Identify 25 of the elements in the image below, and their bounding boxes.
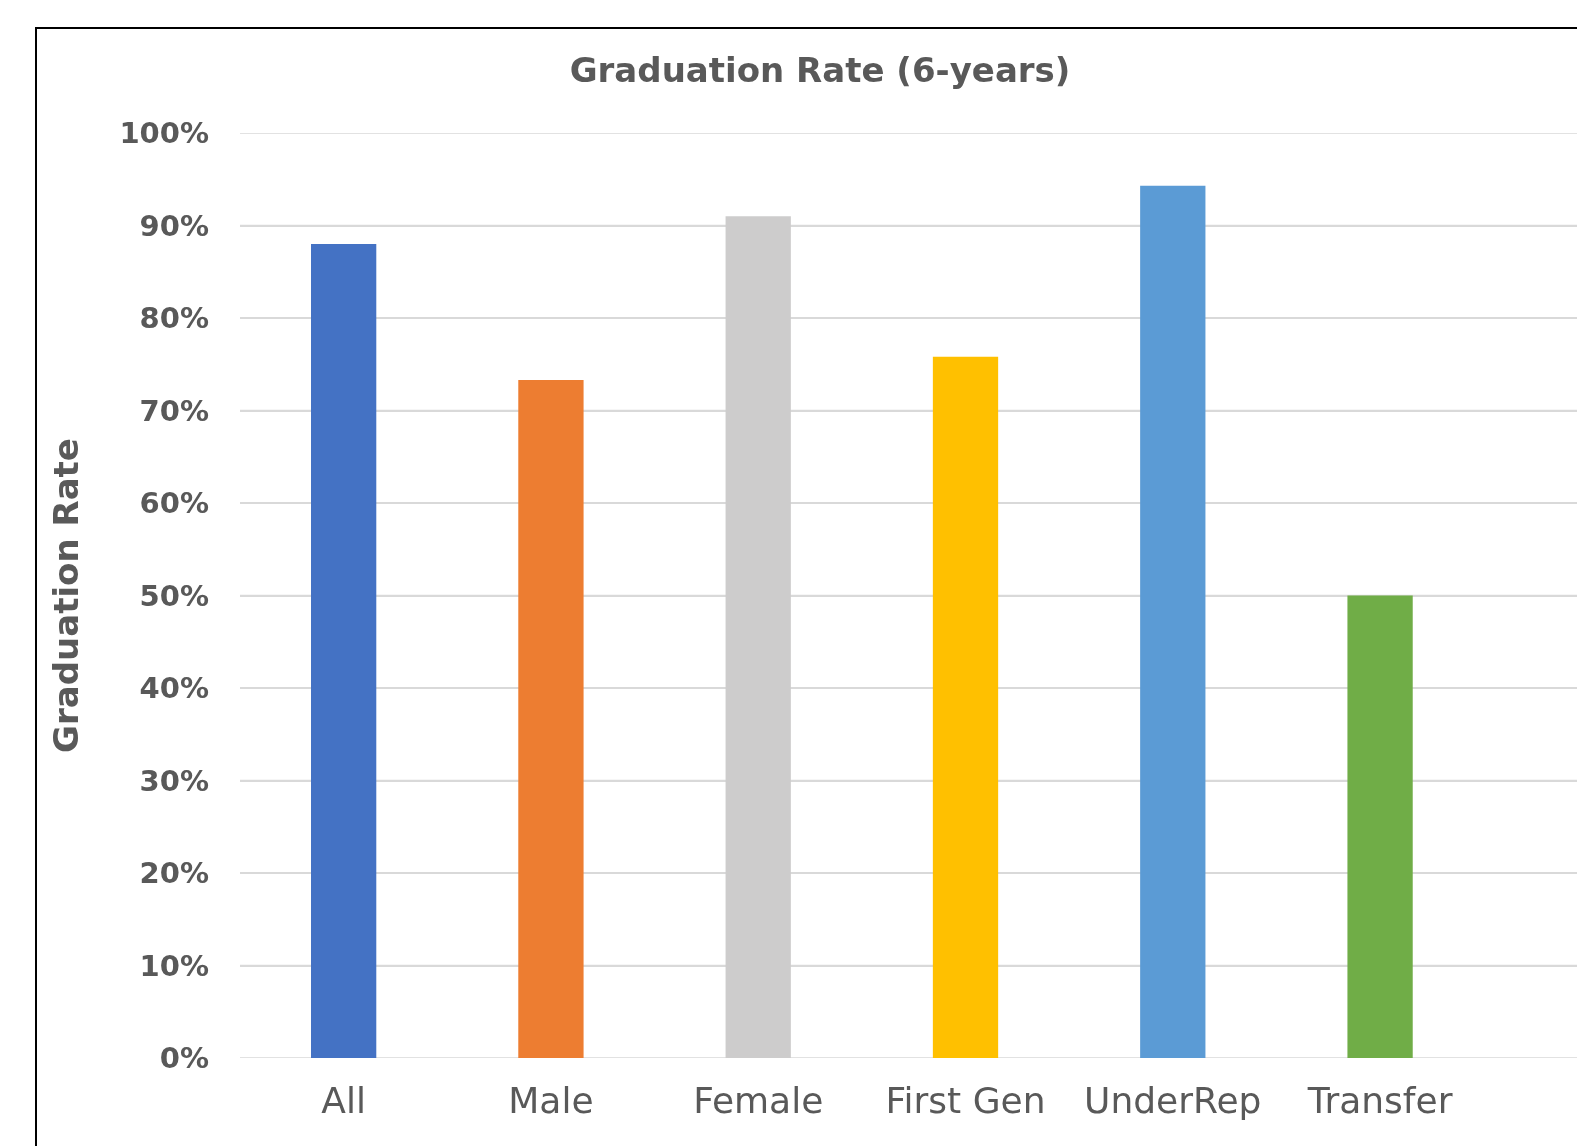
y-tick-label: 10%: [139, 948, 209, 983]
bar: [725, 216, 791, 1058]
y-tick-label: 20%: [139, 856, 209, 891]
y-tick-label: 60%: [139, 486, 209, 521]
x-tick-label: Male: [508, 1080, 594, 1121]
y-tick-label: 80%: [139, 301, 209, 336]
chart-title: Graduation Rate (6-years): [569, 49, 1071, 90]
bar: [1140, 185, 1206, 1058]
y-tick-label: 30%: [139, 763, 209, 798]
x-tick-label: Transfer: [1306, 1080, 1453, 1121]
x-tick-label: First Gen: [885, 1080, 1046, 1121]
bar: [311, 244, 377, 1058]
y-tick-label: 40%: [139, 671, 209, 706]
bar: [1347, 595, 1413, 1058]
bar: [518, 379, 584, 1058]
x-tick-label: UnderRep: [1084, 1080, 1262, 1121]
bar: [932, 356, 999, 1058]
x-tick-label: All: [321, 1080, 366, 1121]
y-tick-label: 0%: [159, 1041, 209, 1076]
y-tick-label: 50%: [139, 578, 209, 613]
x-tick-label: Female: [693, 1080, 824, 1121]
y-axis-title: Graduation Rate: [46, 438, 87, 753]
y-tick-label: 90%: [139, 208, 209, 243]
y-tick-label: 100%: [119, 116, 209, 151]
y-tick-label: 70%: [139, 393, 209, 428]
